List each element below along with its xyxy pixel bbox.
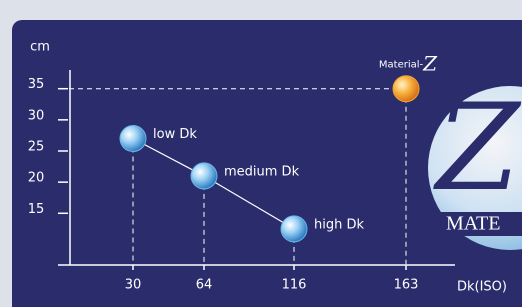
point xyxy=(281,216,307,242)
y-tick-label: 25 xyxy=(28,139,45,154)
y-tick-label: 30 xyxy=(28,108,45,123)
page: 15 20 25 30 35 30 64 116 163 low Dk medium Dk high … xyxy=(0,0,522,307)
point xyxy=(191,163,217,189)
point xyxy=(120,126,146,152)
x-tick-label: 64 xyxy=(196,278,213,293)
x-tick-label: 163 xyxy=(394,278,419,293)
logo-letter: Z xyxy=(432,79,522,218)
point-label: medium Dk xyxy=(224,164,300,179)
point-label: low Dk xyxy=(153,127,197,142)
y-axis-label: cm xyxy=(30,40,50,55)
y-tick-label: 15 xyxy=(28,202,45,217)
chart: 15 20 25 30 35 30 64 116 163 low Dk medium Dk high … xyxy=(0,0,522,307)
y-tick-label: 35 xyxy=(28,77,45,92)
point-label: high Dk xyxy=(314,217,364,232)
y-tick-label: 20 xyxy=(28,171,45,186)
logo-text: MATE xyxy=(446,213,500,235)
x-tick-label: 116 xyxy=(282,278,307,293)
x-tick-label: 30 xyxy=(125,278,142,293)
point xyxy=(393,76,419,102)
logo: Z MATE xyxy=(428,79,522,250)
x-axis-label: Dk(ISO) xyxy=(457,280,507,295)
